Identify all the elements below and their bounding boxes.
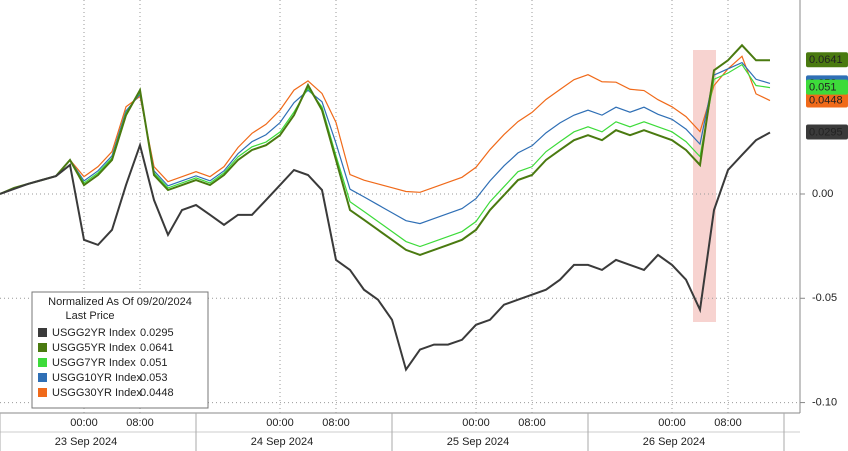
legend-label: USGG10YR Index bbox=[52, 372, 142, 384]
last-price-label: 0.0448 bbox=[809, 94, 843, 106]
x-tick-label: 08:00 bbox=[126, 417, 154, 429]
date-label: 23 Sep 2024 bbox=[55, 436, 117, 448]
legend-value: 0.0295 bbox=[140, 327, 174, 339]
y-tick-label: -0.10 bbox=[812, 396, 837, 408]
last-price-tag bbox=[806, 92, 848, 108]
legend-value: 0.051 bbox=[140, 357, 168, 369]
legend-label: USGG7YR Index bbox=[52, 357, 136, 369]
legend-subtitle: Last Price bbox=[66, 310, 115, 322]
series-line bbox=[0, 43, 770, 256]
last-price-label: 0.0641 bbox=[809, 54, 843, 66]
legend-title: Normalized As Of 09/20/2024 bbox=[48, 296, 192, 308]
series-line bbox=[0, 61, 771, 225]
y-tick-label: 0.00 bbox=[812, 188, 833, 200]
last-price-tag bbox=[806, 79, 848, 95]
x-tick-label: 00:00 bbox=[658, 417, 686, 429]
legend-swatch bbox=[38, 358, 47, 367]
legend-swatch bbox=[38, 373, 47, 382]
legend-swatch bbox=[38, 343, 47, 352]
date-label: 26 Sep 2024 bbox=[643, 436, 705, 448]
date-label: 25 Sep 2024 bbox=[447, 436, 509, 448]
legend-value: 0.053 bbox=[140, 372, 168, 384]
date-label: 24 Sep 2024 bbox=[251, 436, 313, 448]
highlight-region bbox=[693, 50, 716, 322]
x-tick-label: 00:00 bbox=[462, 417, 490, 429]
legend-label: USGG30YR Index bbox=[52, 387, 142, 399]
series-line bbox=[0, 55, 771, 195]
x-tick-label: 00:00 bbox=[70, 417, 98, 429]
last-price-tag bbox=[806, 124, 848, 140]
legend-box bbox=[31, 291, 209, 409]
x-tick-label: 08:00 bbox=[322, 417, 350, 429]
last-price-label: 0.051 bbox=[809, 82, 837, 94]
x-tick-label: 08:00 bbox=[714, 417, 742, 429]
legend-value: 0.0448 bbox=[140, 387, 174, 399]
legend-swatch bbox=[38, 388, 47, 397]
y-tick-label: -0.05 bbox=[812, 292, 837, 304]
legend-swatch bbox=[38, 328, 47, 337]
last-price-label: 0.0295 bbox=[809, 126, 843, 138]
series-line bbox=[0, 131, 771, 372]
legend-label: USGG5YR Index bbox=[52, 342, 136, 354]
legend-label: USGG2YR Index bbox=[52, 327, 136, 339]
x-tick-label: 00:00 bbox=[266, 417, 294, 429]
legend-value: 0.0641 bbox=[140, 342, 174, 354]
last-price-tag bbox=[806, 52, 848, 68]
x-tick-label: 08:00 bbox=[518, 417, 546, 429]
